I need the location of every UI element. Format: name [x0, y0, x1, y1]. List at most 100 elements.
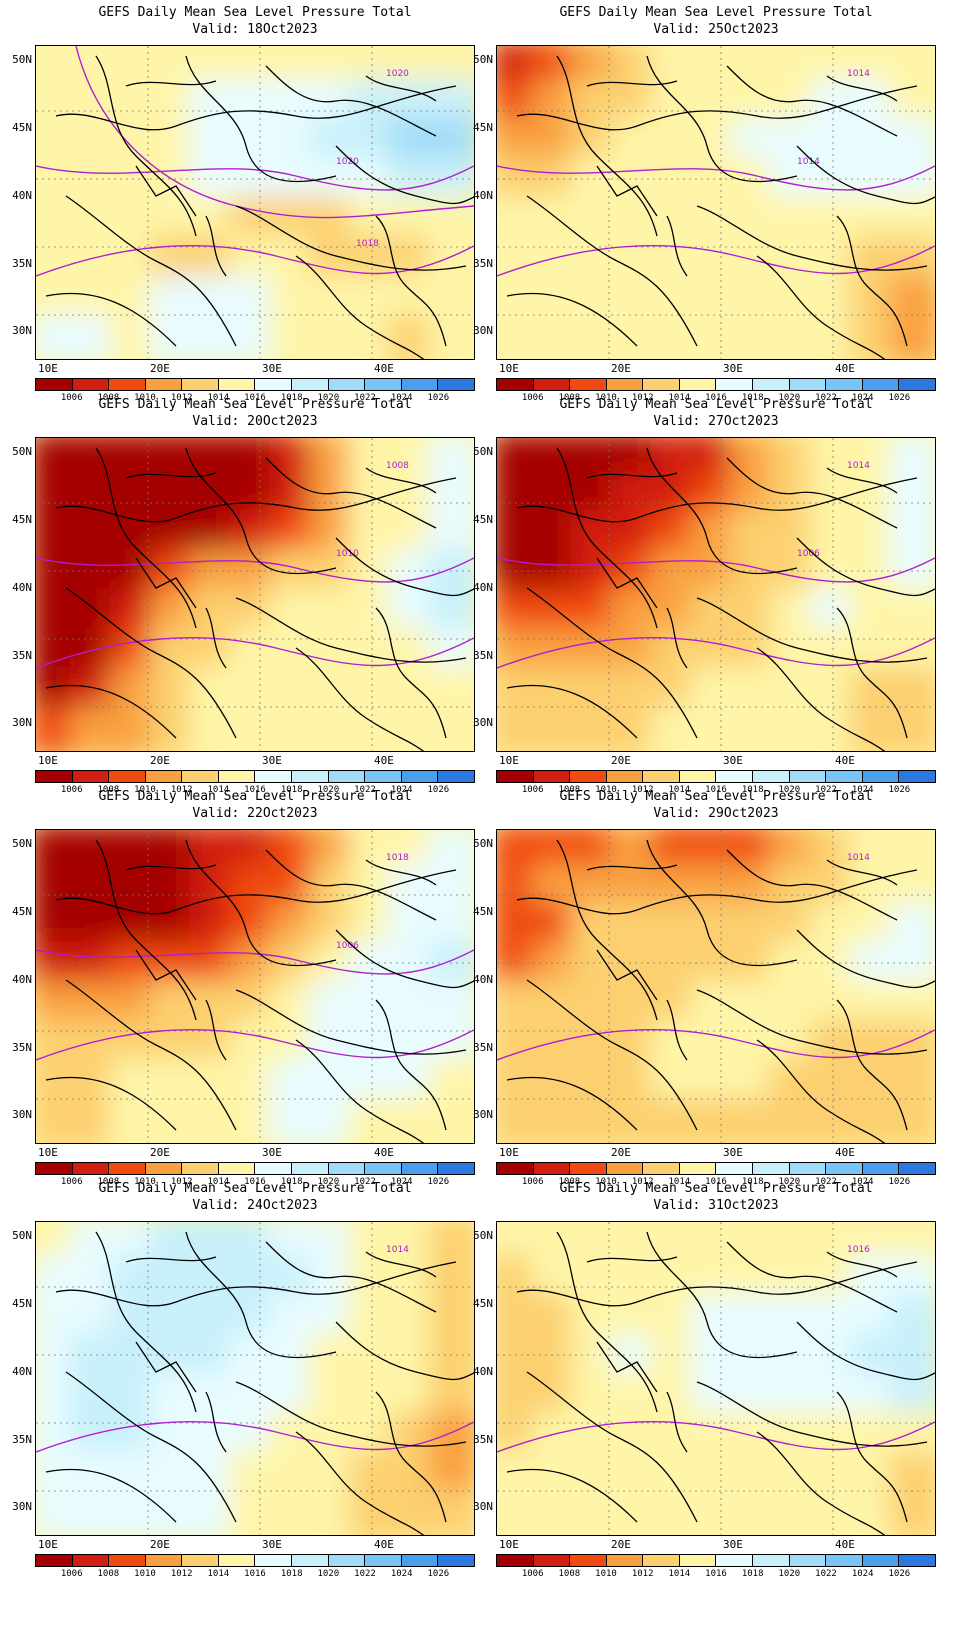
border-line: [135, 949, 197, 1001]
colorbar-label: 1022: [354, 1177, 376, 1187]
colorbar-swatch: [862, 379, 900, 390]
panel-valid-date: Valid: 25Oct2023: [653, 22, 779, 37]
colorbar-label: 1024: [390, 393, 413, 403]
lat-label: 30N: [473, 716, 493, 729]
colorbar-swatch: [36, 379, 73, 390]
panel-valid-date: Valid: 27Oct2023: [653, 414, 779, 429]
field-cell: [428, 1097, 474, 1143]
colorbar-swatch: [570, 771, 607, 782]
border-line: [506, 684, 638, 739]
border-line: [65, 587, 237, 739]
map-panel-5: GEFS Daily Mean Sea Level Pressure Total…: [0, 784, 475, 1192]
colorbar-swatch: [218, 379, 256, 390]
colorbar-swatch: [716, 379, 754, 390]
isobar-line: [36, 244, 474, 277]
lat-label: 30N: [12, 1500, 32, 1513]
colorbar-swatch: [753, 1555, 790, 1566]
colorbar-swatch: [643, 771, 680, 782]
isobar-line: [497, 165, 935, 191]
border-line: [826, 859, 898, 886]
colorbar-label: 1016: [705, 1569, 727, 1579]
colorbar-label: 1012: [170, 393, 193, 403]
lon-label: 30E: [262, 1538, 282, 1551]
border-line: [586, 1256, 678, 1263]
lon-label: 20E: [611, 1146, 631, 1159]
lat-label: 35N: [12, 649, 32, 662]
border-line: [55, 869, 457, 915]
colorbar-label: 1020: [778, 1177, 801, 1187]
colorbar-swatch: [109, 1163, 146, 1174]
colorbar-swatch: [401, 1163, 439, 1174]
border-line: [125, 1256, 217, 1263]
colorbar-swatch: [401, 379, 439, 390]
border-line: [55, 477, 457, 523]
colorbar-swatch: [533, 771, 571, 782]
colorbar-label: 1020: [778, 785, 801, 795]
isobar-label: 1020: [336, 157, 359, 167]
pressure-map: 1020 1020 1018: [35, 45, 475, 360]
colorbar-label: 1014: [668, 1569, 691, 1579]
pressure-map: 1018 1006: [35, 829, 475, 1144]
border-line: [836, 1391, 908, 1523]
colorbar-label: 1022: [815, 785, 837, 795]
colorbar-swatch: [438, 1163, 474, 1174]
colorbar-swatch: [679, 1555, 717, 1566]
pressure-field: 1016: [497, 1222, 935, 1535]
lon-label: 10E: [38, 1538, 58, 1551]
colorbar-label: 1012: [631, 1569, 654, 1579]
border-line: [335, 1321, 474, 1381]
colorbar-label: 1014: [207, 785, 230, 795]
isobar-line: [36, 1420, 474, 1453]
border-line: [836, 607, 908, 739]
pressure-field: 1020 1020 1018: [36, 46, 474, 359]
border-line: [666, 999, 688, 1061]
isobar-line: [497, 244, 935, 277]
colorbar-swatch: [292, 1163, 329, 1174]
lat-label: 35N: [473, 649, 493, 662]
border-line: [796, 1321, 935, 1381]
isobar-label: 1010: [336, 549, 359, 559]
border-line: [375, 1391, 447, 1523]
isobar-line: [36, 1028, 474, 1061]
colorbar-swatch: [109, 379, 146, 390]
lat-label: 35N: [473, 1041, 493, 1054]
pressure-field: 1014 1006: [497, 438, 935, 751]
lon-label: 40E: [374, 754, 394, 767]
colorbar-label: 1024: [390, 1569, 413, 1579]
colorbar-label: 1018: [741, 393, 764, 403]
border-line: [65, 195, 237, 347]
border-line: [836, 999, 908, 1131]
field-cell: [889, 705, 935, 751]
colorbar: [496, 770, 936, 783]
border-line: [205, 607, 227, 669]
field-cell: [428, 1489, 474, 1535]
lat-label: 40N: [473, 581, 493, 594]
colorbar-swatch: [328, 379, 366, 390]
colorbar-swatch: [36, 771, 73, 782]
isobar-line: [497, 1028, 935, 1061]
colorbar-swatch: [438, 771, 474, 782]
border-line: [596, 557, 658, 609]
border-line: [45, 1076, 177, 1131]
colorbar-swatch: [182, 1555, 219, 1566]
border-line: [646, 447, 798, 575]
border-line: [185, 1231, 337, 1359]
colorbar-swatch: [826, 771, 863, 782]
colorbar-label: 1012: [170, 1177, 193, 1187]
colorbar-label: 1016: [705, 1177, 727, 1187]
colorbar-swatch: [753, 1163, 790, 1174]
border-line: [666, 215, 688, 277]
colorbar-swatch: [570, 1163, 607, 1174]
panel-valid-date: Valid: 18Oct2023: [192, 22, 318, 37]
border-line: [375, 215, 447, 347]
border-line: [516, 85, 918, 131]
border-line: [586, 864, 678, 871]
lon-label: 20E: [150, 754, 170, 767]
border-line: [335, 929, 474, 989]
lon-label: 10E: [38, 1146, 58, 1159]
colorbar-label: 1026: [427, 393, 450, 403]
colorbar-label: 1022: [815, 393, 837, 403]
pressure-map: 1014: [35, 1221, 475, 1536]
colorbar-label: 1022: [354, 393, 376, 403]
border-line: [696, 205, 928, 271]
